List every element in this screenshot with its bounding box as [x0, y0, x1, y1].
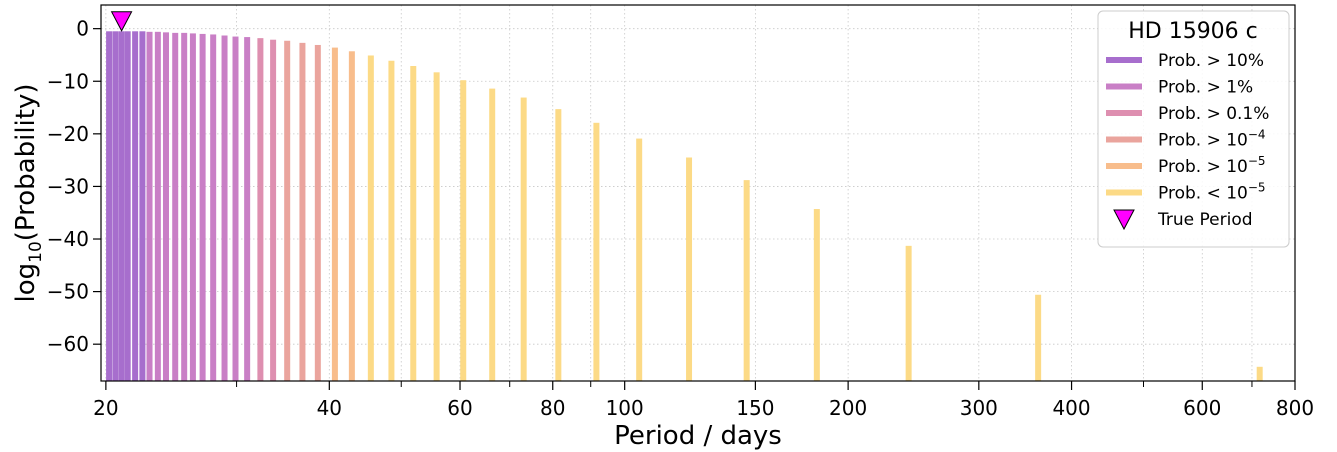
- period-bar: [199, 33, 206, 382]
- period-bar: [1035, 294, 1042, 381]
- plot-frame: [100, 4, 1296, 382]
- period-bar: [284, 40, 291, 382]
- x-tick-label: 200: [829, 396, 867, 420]
- period-bar: [221, 35, 228, 381]
- period-bar: [1256, 366, 1263, 381]
- period-bar: [410, 66, 417, 381]
- x-tick-label: 60: [447, 396, 472, 420]
- period-bar: [433, 72, 440, 381]
- x-tick-label: 800: [1276, 396, 1314, 420]
- legend-label: Prob. > 10−4: [1158, 128, 1266, 151]
- legend-label: True Period: [1157, 210, 1253, 230]
- legend-label: Prob. > 0.1%: [1158, 104, 1269, 124]
- true-period-marker-group: [110, 11, 133, 32]
- legend: HD 15906 c Prob. > 10%Prob. > 1%Prob. > …: [1097, 10, 1290, 248]
- period-bar: [124, 31, 131, 382]
- legend-marker-icon: [1113, 209, 1135, 231]
- legend-label: Prob. > 10%: [1158, 51, 1264, 71]
- period-bar: [348, 51, 355, 382]
- period-bar: [520, 97, 527, 382]
- bars: [106, 31, 1263, 382]
- x-tick-label: 300: [960, 396, 998, 420]
- period-bar: [905, 245, 912, 381]
- period-bar: [636, 138, 643, 381]
- period-bar: [257, 38, 264, 382]
- period-bar: [460, 80, 467, 381]
- y-tick-label: −30: [47, 174, 89, 198]
- period-bar: [314, 44, 321, 382]
- legend-label: Prob. > 10−5: [1158, 154, 1266, 177]
- y-tick-label: −20: [47, 122, 89, 146]
- period-bar: [743, 180, 750, 381]
- period-bar: [555, 109, 562, 381]
- period-bar: [331, 47, 338, 382]
- period-bar: [388, 60, 395, 382]
- period-bar: [299, 42, 306, 381]
- period-bar: [489, 88, 496, 381]
- period-bar: [181, 32, 188, 381]
- x-tick-label: 100: [606, 396, 644, 420]
- period-bar: [139, 31, 146, 382]
- period-bar: [106, 31, 113, 382]
- legend-title: HD 15906 c: [1128, 19, 1258, 44]
- period-bar: [132, 31, 139, 382]
- x-axis: 20 40 60 80 100 150 200 300 400 600 800: [93, 381, 1314, 420]
- period-bar: [593, 122, 600, 381]
- y-tick-label: −50: [47, 280, 89, 304]
- period-bar: [172, 32, 179, 381]
- y-tick-label: −10: [47, 69, 89, 93]
- y-axis-title: log10(Probability): [11, 83, 46, 302]
- legend-box: [1097, 10, 1290, 248]
- period-bar: [118, 31, 125, 382]
- y-tick-label: −60: [47, 332, 89, 356]
- y-axis: 0 −10 −20 −30 −40 −50 −60: [47, 17, 101, 356]
- x-tick-label: 80: [540, 396, 565, 420]
- x-tick-label: 20: [93, 396, 118, 420]
- y-tick-label: −40: [47, 227, 89, 251]
- period-bar: [210, 34, 217, 382]
- period-bar: [244, 37, 251, 382]
- period-bar: [146, 31, 153, 381]
- period-bar: [154, 31, 161, 381]
- legend-label: Prob. < 10−5: [1158, 181, 1266, 204]
- period-bar: [112, 31, 119, 382]
- x-tick-label: 150: [736, 396, 774, 420]
- period-bar: [270, 39, 277, 381]
- x-axis-title: Period / days: [614, 421, 782, 451]
- legend-label: Prob. > 1%: [1158, 78, 1253, 98]
- y-tick-label: 0: [76, 17, 89, 41]
- period-bar: [813, 209, 820, 381]
- x-tick-label: 600: [1183, 396, 1221, 420]
- period-bar: [686, 157, 693, 381]
- period-bar: [189, 33, 196, 381]
- period-bar: [162, 32, 169, 381]
- legend-entries: Prob. > 10% Prob. > 1% Prob. > 0.1% Prob. >…: [1106, 51, 1269, 231]
- period-bar: [232, 36, 239, 381]
- x-tick-label: 40: [317, 396, 342, 420]
- x-tick-label: 400: [1052, 396, 1090, 420]
- period-bar: [367, 55, 374, 381]
- true-period-marker: [110, 11, 133, 32]
